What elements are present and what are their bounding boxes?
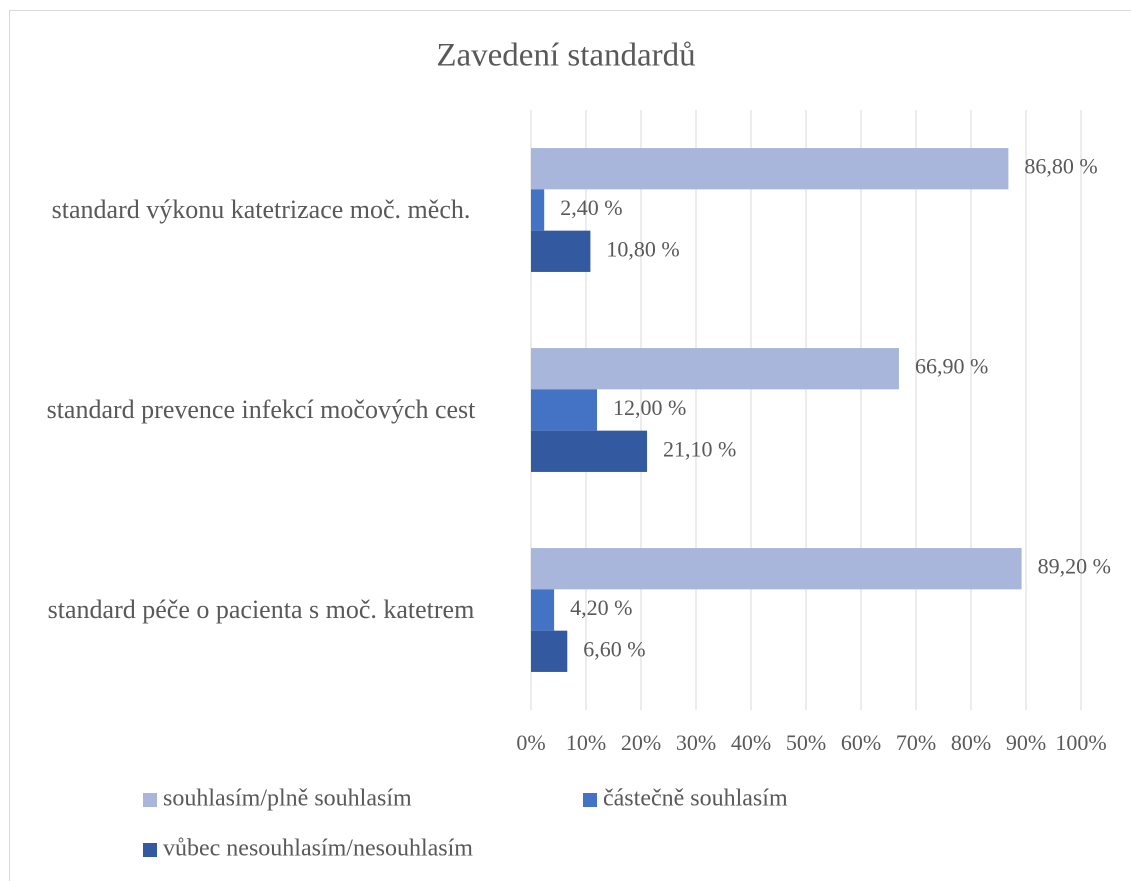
x-tick-label: 20% (621, 730, 661, 755)
data-label: 89,20 % (1038, 554, 1111, 579)
bar (531, 430, 648, 472)
x-tick-label: 80% (951, 730, 991, 755)
bar (531, 348, 899, 390)
bar (531, 630, 568, 672)
data-label: 10,80 % (606, 236, 679, 261)
y-tick-label: standard prevence infekcí močových cest (46, 395, 476, 424)
legend-marker (143, 843, 157, 857)
y-tick-label: standard péče o pacienta s moč. katetrem (47, 595, 475, 624)
bar (531, 548, 1022, 590)
x-tick-label: 90% (1006, 730, 1046, 755)
chart-border (9, 10, 1131, 881)
legend-marker (583, 793, 597, 807)
data-label: 86,80 % (1024, 154, 1097, 179)
data-label: 12,00 % (613, 395, 686, 420)
x-tick-label: 50% (786, 730, 826, 755)
x-tick-label: 0% (516, 730, 545, 755)
bar (531, 230, 591, 272)
data-label: 2,40 % (560, 195, 622, 220)
x-tick-label: 30% (676, 730, 716, 755)
legend-label: částečně souhlasím (603, 786, 788, 812)
x-tick-label: 40% (731, 730, 771, 755)
data-label: 6,60 % (583, 636, 645, 661)
bar (531, 189, 545, 231)
legend-label: vůbec nesouhlasím/nesouhlasím (163, 836, 473, 862)
chart-title: Zavedení standardů (436, 38, 695, 74)
y-tick-label: standard výkonu katetrizace moč. měch. (51, 195, 471, 224)
x-tick-label: 60% (841, 730, 881, 755)
data-label: 21,10 % (663, 436, 736, 461)
data-label: 4,20 % (570, 595, 632, 620)
legend-marker (143, 793, 157, 807)
x-tick-label: 10% (566, 730, 606, 755)
x-tick-label: 70% (896, 730, 936, 755)
x-tick-label: 100% (1055, 730, 1106, 755)
legend-label: souhlasím/plně souhlasím (163, 786, 412, 812)
bar (531, 589, 555, 631)
bar (531, 389, 597, 431)
bar (531, 148, 1009, 190)
data-label: 66,90 % (915, 354, 988, 379)
